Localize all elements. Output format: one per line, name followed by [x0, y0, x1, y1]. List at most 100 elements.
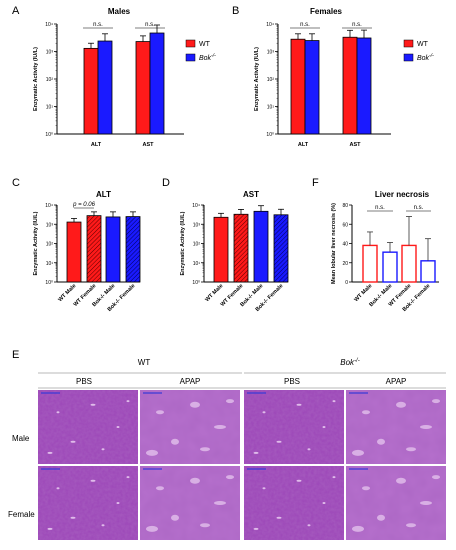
significance-label: n.s. [352, 22, 362, 28]
tissue-vessel [126, 476, 130, 479]
y-tick-label: 10³ [46, 222, 54, 228]
panel-label-f: F [312, 177, 319, 189]
x-category-label: AST [143, 142, 155, 148]
y-tick-label: 0 [345, 280, 348, 286]
tissue-vessel [262, 411, 266, 414]
tissue-vessel [406, 447, 416, 452]
y-tick-label: 60 [342, 222, 348, 228]
tissue-vessel [276, 516, 282, 519]
y-tick-label: 10⁰ [192, 280, 200, 286]
y-axis-title: Enzymatic Activity (IU/L) [254, 47, 260, 111]
bar-wt-alt [290, 38, 306, 135]
tissue-vessel [56, 487, 60, 490]
legend-label-wt: WT [199, 41, 211, 48]
histology-row-male: Male [12, 434, 30, 443]
histology-image-female-pbs-bok [244, 466, 344, 540]
bar-bok-female [125, 216, 141, 283]
bar-bok-alt [304, 40, 320, 135]
bar-wt-ast [135, 41, 151, 135]
histology-tiles [38, 390, 446, 540]
tissue-vessel [70, 516, 76, 519]
tissue-vessel [420, 501, 432, 505]
y-tick-label: 10² [46, 242, 54, 248]
tissue-vessel [200, 523, 210, 528]
legend-swatch-wt [403, 39, 414, 48]
tissue-vessel [190, 401, 200, 408]
y-tick-label: 10³ [193, 222, 201, 228]
tissue-vessel [377, 514, 385, 521]
panel-label-e: E [12, 349, 19, 361]
tissue-vessel [253, 451, 259, 454]
histology-col-1: PBS [76, 377, 92, 386]
tissue-vessel [126, 400, 130, 403]
tissue-texture [244, 466, 344, 540]
y-tick-label: 10⁴ [45, 203, 53, 209]
tissue-vessel [322, 502, 326, 504]
tissue-vessel [47, 451, 53, 454]
y-tick-label: 10¹ [193, 261, 201, 267]
tissue-vessel [226, 475, 234, 480]
panel-label-d: D [162, 177, 170, 189]
y-axis-title: Enzymatic Activity (IU/L) [33, 47, 39, 111]
tissue-vessel [420, 425, 432, 429]
tissue-vessel [332, 476, 336, 479]
y-tick-label: 10² [46, 77, 54, 83]
chart-title: ALT [96, 190, 111, 199]
tissue-vessel [253, 527, 259, 530]
x-category-label: ALT [298, 142, 309, 148]
tissue-vessel [90, 403, 96, 406]
tissue-vessel [332, 400, 336, 403]
tissue-vessel [352, 449, 364, 456]
bar-wt-female [401, 244, 417, 283]
bar-bok-ast [149, 32, 165, 135]
tissue-vessel [296, 403, 302, 406]
y-tick-label: 10⁰ [45, 280, 53, 286]
y-axis-title: Enzymatic Activity (IU/L) [33, 211, 39, 275]
tissue-vessel [56, 411, 60, 414]
tissue-vessel [101, 524, 105, 527]
tissue-vessel [146, 525, 158, 532]
chart-title: Females [310, 7, 343, 16]
charts-layer: 10⁴ 10³ 10² 10¹ 10⁰ Enzymatic Activity (IU/L)… [33, 7, 439, 313]
significance-label: p = 0.06 [72, 202, 96, 208]
histology-image-female-apap-wt [140, 466, 240, 540]
x-category-label: ALT [91, 142, 102, 148]
y-tick-label: 10² [193, 242, 201, 248]
bar-bok-male [253, 210, 269, 283]
tissue-vessel [116, 426, 120, 428]
tissue-vessel [276, 440, 282, 443]
tissue-vessel [307, 448, 311, 451]
tissue-vessel [146, 449, 158, 456]
y-tick-label: 10¹ [46, 105, 54, 111]
panel-label-c: C [12, 177, 20, 189]
tissue-vessel [432, 399, 440, 404]
significance-label: n.s. [300, 22, 310, 28]
y-tick-label: 10² [267, 77, 275, 83]
histology-image-female-pbs-wt [38, 466, 138, 540]
chart-title: AST [243, 190, 259, 199]
histology-image-male-apap-wt [140, 390, 240, 464]
y-tick-label: 10⁴ [45, 22, 53, 28]
histology-col-3: PBS [284, 377, 300, 386]
tissue-vessel [101, 448, 105, 451]
tissue-vessel [262, 487, 266, 490]
bar-bok-ast [356, 37, 372, 135]
significance-label: n.s. [145, 22, 155, 28]
tissue-vessel [396, 477, 406, 484]
bar-wt-male [362, 244, 378, 283]
y-tick-label: 10³ [46, 50, 54, 56]
histology-panel: WT Bok-/- PBS APAP PBS APAP Male Female [8, 358, 446, 540]
tissue-vessel [307, 524, 311, 527]
y-tick-label: 10⁴ [192, 203, 200, 209]
tissue-vessel [352, 525, 364, 532]
tissue-vessel [214, 501, 226, 505]
histology-row-female: Female [8, 510, 35, 519]
y-tick-label: 10⁰ [45, 132, 53, 138]
tissue-vessel [171, 438, 179, 445]
tissue-vessel [190, 477, 200, 484]
y-tick-label: 10¹ [267, 105, 275, 111]
chart-title: Males [108, 7, 131, 16]
panel-label-a: A [12, 5, 20, 17]
legend-label-bok: Bok-/- [417, 53, 434, 62]
